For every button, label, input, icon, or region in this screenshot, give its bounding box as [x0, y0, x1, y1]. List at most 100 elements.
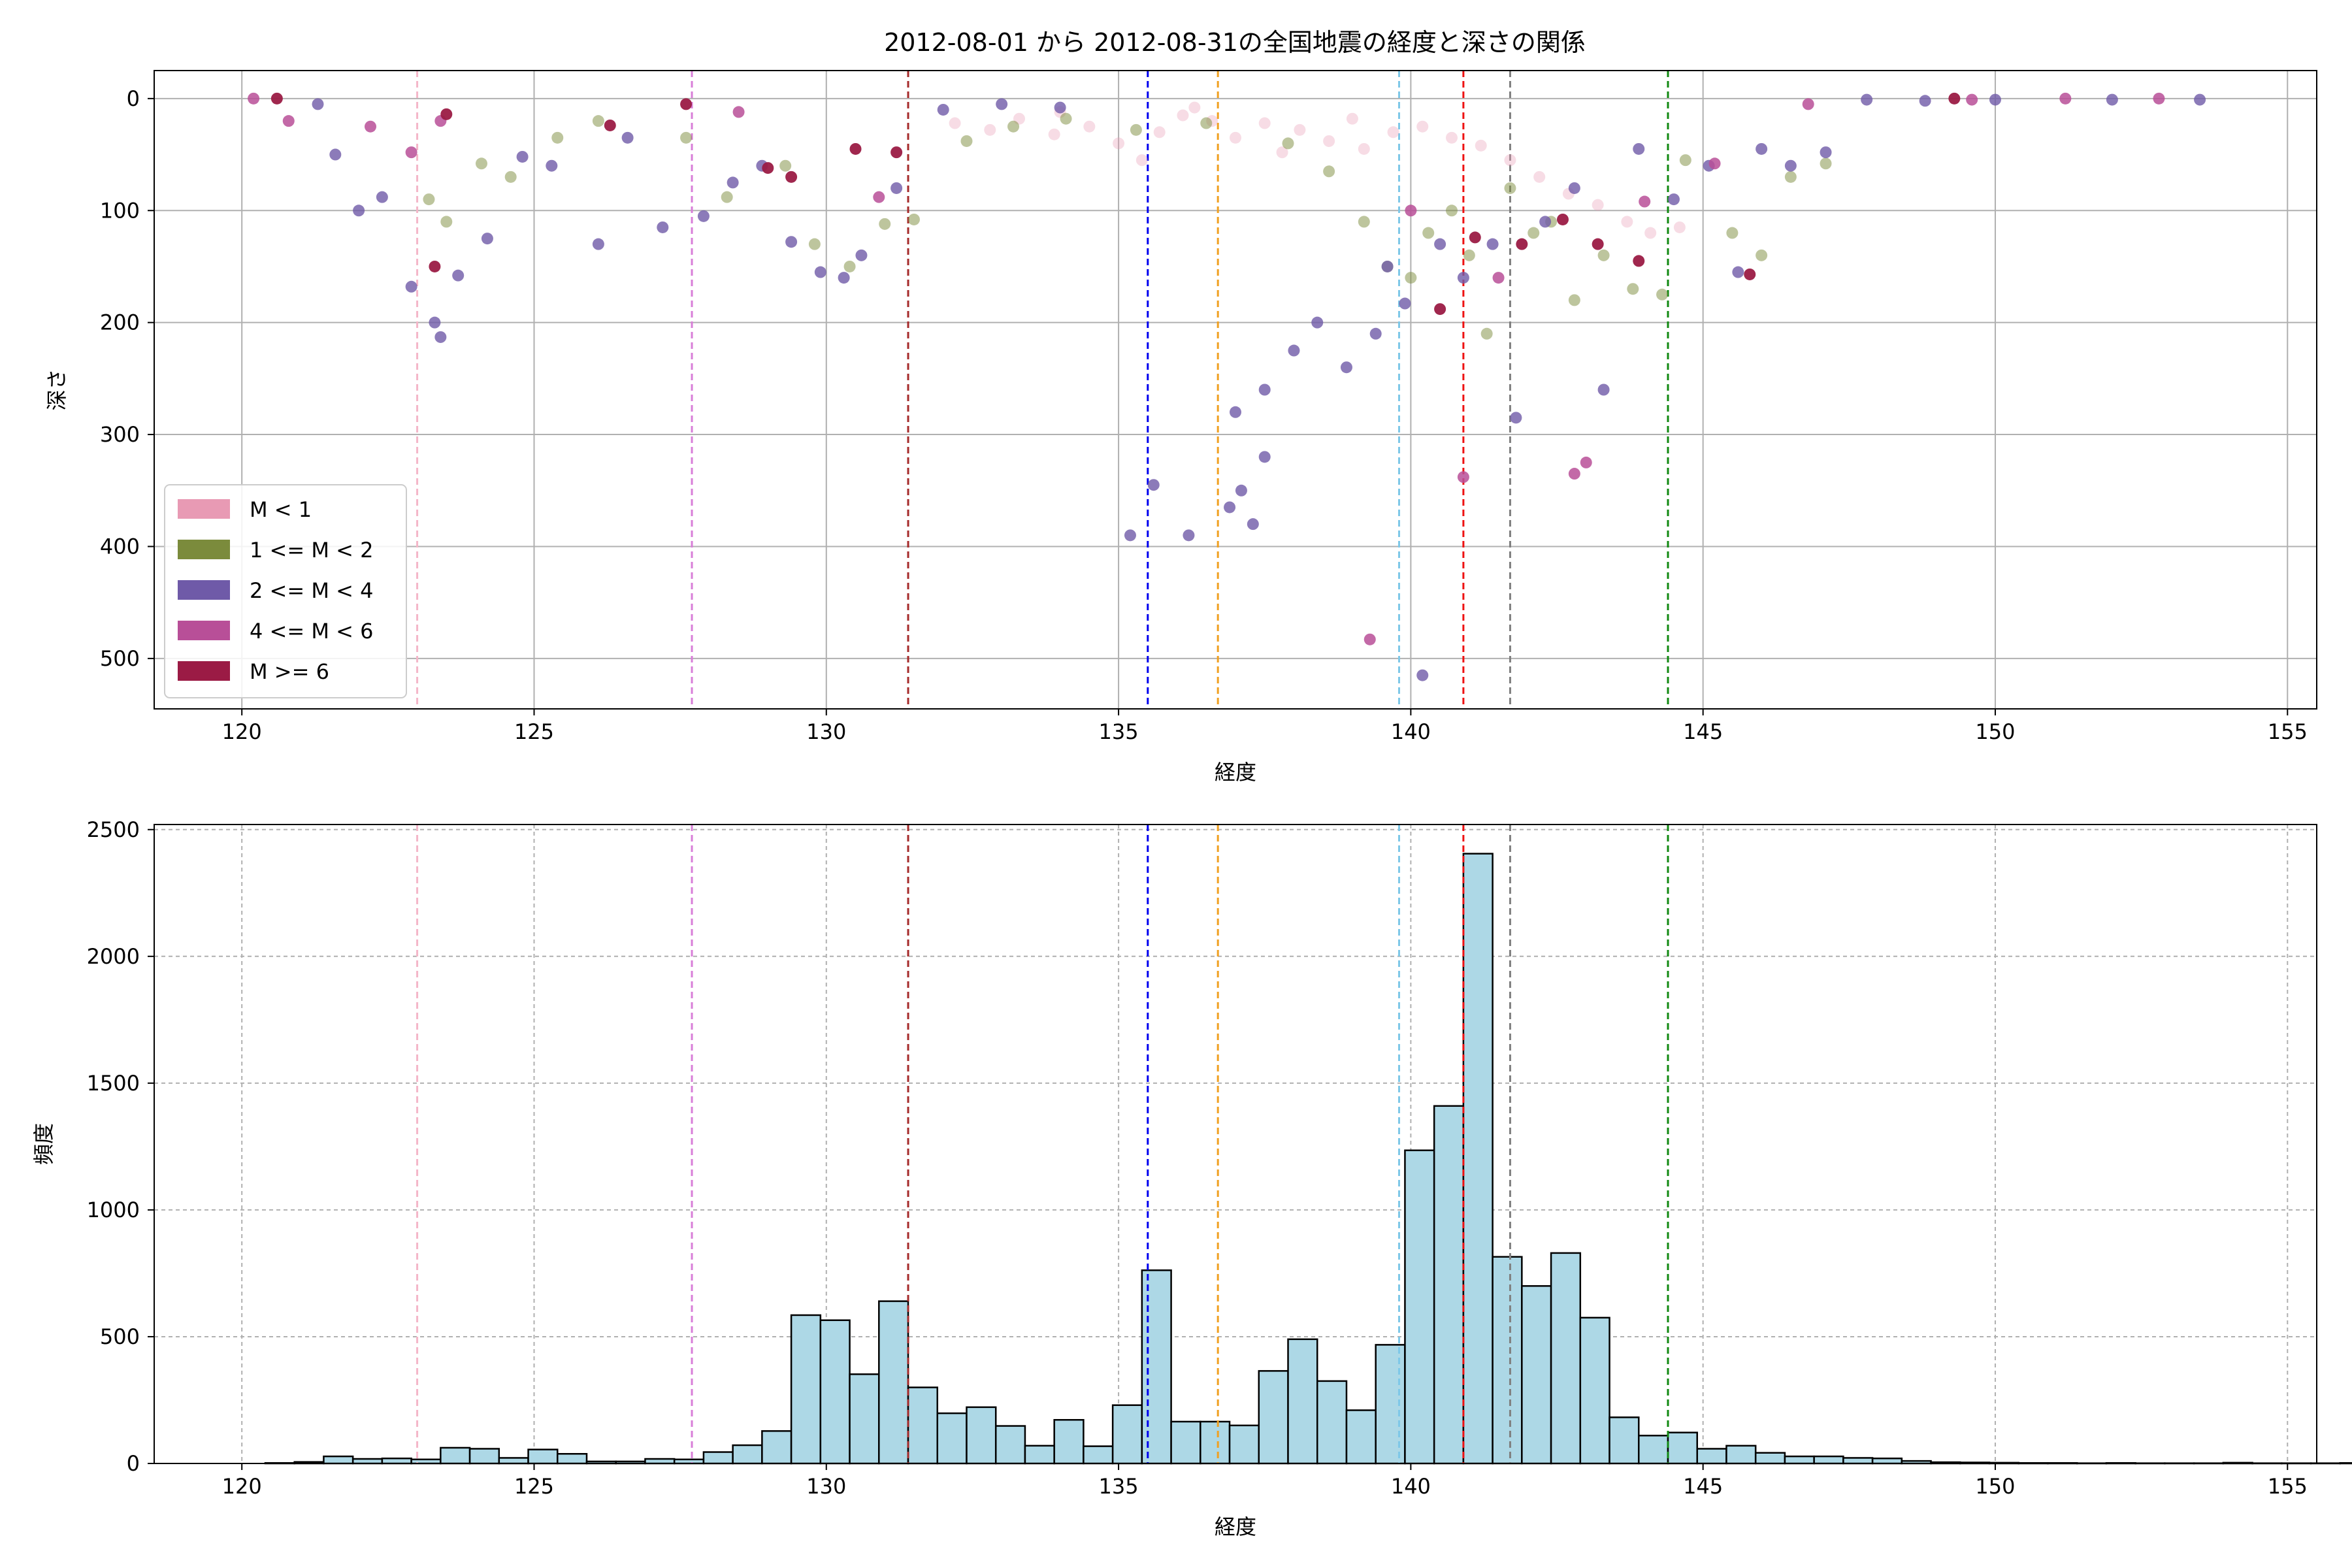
scatter-point	[1457, 272, 1469, 284]
scatter-x-tick-label: 150	[1975, 719, 2015, 744]
scatter-point	[1048, 128, 1060, 140]
scatter-point	[1224, 501, 1236, 514]
scatter-x-tick-label: 135	[1099, 719, 1139, 744]
histogram-bar	[1258, 1370, 1289, 1465]
histogram-x-tick-label: 125	[514, 1474, 554, 1499]
scatter-y-tick-label: 200	[100, 310, 140, 335]
scatter-point	[785, 171, 798, 183]
scatter-point	[1510, 412, 1522, 424]
histogram-x-tick-label: 130	[806, 1474, 846, 1499]
scatter-point	[1183, 529, 1195, 542]
scatter-point	[1627, 283, 1639, 295]
histogram-bar	[907, 1386, 939, 1465]
scatter-point	[1948, 92, 1961, 105]
scatter-point	[1083, 120, 1096, 133]
histogram-bar	[468, 1448, 500, 1465]
scatter-point	[434, 331, 447, 343]
scatter-point	[1230, 406, 1241, 418]
scatter-point	[1457, 471, 1469, 483]
legend-box	[164, 484, 407, 698]
scatter-point	[879, 218, 891, 230]
histogram-grid	[154, 825, 2317, 1464]
legend-swatch	[178, 580, 230, 600]
scatter-point	[1258, 451, 1271, 463]
scatter-point	[808, 238, 821, 250]
histogram-bar	[498, 1457, 529, 1465]
scatter-x-tick-label: 155	[2268, 719, 2308, 744]
scatter-x-tick-label: 140	[1391, 719, 1431, 744]
histogram-bar	[936, 1412, 968, 1465]
scatter-point	[423, 193, 435, 206]
scatter-point	[890, 146, 903, 159]
scatter-point	[1381, 260, 1394, 272]
scatter-point	[353, 204, 365, 217]
scatter-point	[814, 266, 826, 278]
histogram-x-tick-label: 145	[1683, 1474, 1723, 1499]
scatter-point	[405, 280, 417, 293]
scatter-point	[849, 142, 862, 155]
scatter-point	[1153, 126, 1166, 139]
histogram-y-tick-label: 2000	[87, 944, 140, 969]
scatter-point	[1820, 157, 1832, 170]
scatter-point	[1130, 123, 1142, 136]
scatter-point	[1434, 238, 1446, 250]
scatter-point	[270, 92, 283, 105]
histogram-bar	[527, 1448, 559, 1465]
histogram-bar	[1871, 1457, 1903, 1465]
histogram-bar	[994, 1425, 1026, 1465]
legend-label: 1 <= M < 2	[250, 538, 373, 563]
histogram-bar	[1696, 1448, 1727, 1465]
scatter-point	[1556, 213, 1569, 225]
scatter-point	[1463, 249, 1475, 261]
histogram-y-tick-label: 500	[100, 1324, 140, 1349]
histogram-bar	[1550, 1252, 1582, 1465]
scatter-point	[1276, 146, 1288, 159]
scatter-point	[1177, 109, 1189, 122]
histogram-bar	[1170, 1420, 1201, 1465]
scatter-point	[838, 272, 850, 284]
scatter-point	[1784, 159, 1797, 172]
scatter-point	[1294, 123, 1306, 136]
histogram-bar	[1053, 1418, 1085, 1465]
scatter-point	[282, 115, 295, 127]
scatter-point	[1282, 137, 1294, 150]
scatter-point	[949, 117, 961, 129]
scatter-point	[1346, 112, 1358, 125]
histogram-bar	[1813, 1455, 1844, 1465]
scatter-point	[1200, 117, 1213, 129]
histogram-bar	[1492, 1256, 1523, 1465]
scatter-point	[1247, 518, 1259, 531]
scatter-point	[1480, 327, 1493, 340]
histogram-y-tick-label: 2500	[87, 817, 140, 842]
scatter-point	[592, 115, 604, 127]
histogram-bar	[644, 1458, 676, 1465]
scatter-point	[1399, 297, 1411, 310]
scatter-point	[429, 316, 441, 329]
scatter-point	[732, 106, 745, 118]
scatter-point	[1708, 157, 1721, 170]
legend-swatch	[178, 540, 230, 559]
scatter-point	[329, 148, 342, 161]
scatter-point	[1504, 182, 1516, 194]
histogram-bar	[1433, 1105, 1465, 1465]
scatter-point	[721, 191, 733, 203]
scatter-point	[516, 150, 529, 163]
histogram-bar	[440, 1446, 471, 1465]
scatter-point	[779, 159, 792, 172]
scatter-point	[376, 191, 388, 203]
scatter-title: 2012-08-01 から 2012-08-31の全国地震の経度と深さの関係	[884, 28, 1586, 57]
scatter-point	[1230, 131, 1241, 144]
legend-label: M >= 6	[250, 659, 329, 684]
scatter-point	[1756, 249, 1768, 261]
scatter-point	[1679, 154, 1691, 167]
scatter-point	[440, 216, 453, 228]
scatter-point	[1124, 529, 1136, 542]
histogram-bar	[1345, 1409, 1377, 1465]
histogram-bar	[1754, 1452, 1786, 1465]
scatter-point	[1966, 93, 1978, 106]
scatter-point	[1422, 227, 1435, 239]
legend-label: M < 1	[250, 497, 312, 522]
histogram-bar	[878, 1300, 909, 1465]
histogram-bar	[1579, 1316, 1610, 1465]
scatter-point	[1744, 268, 1756, 280]
